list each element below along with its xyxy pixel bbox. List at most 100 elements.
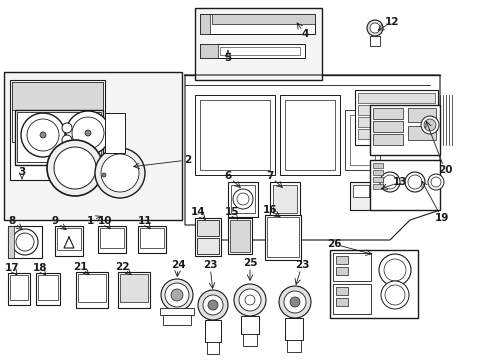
Bar [230, 185, 254, 213]
Bar [38, 275, 58, 300]
Bar [200, 14, 209, 34]
Bar [372, 121, 402, 132]
Circle shape [234, 284, 265, 316]
Bar [369, 105, 439, 155]
Bar [372, 177, 382, 182]
Bar [200, 100, 269, 170]
Circle shape [384, 285, 404, 305]
Bar [105, 113, 125, 153]
Bar [345, 110, 379, 170]
Bar [12, 82, 103, 110]
Bar [55, 226, 83, 256]
Bar [140, 228, 163, 248]
Bar [195, 95, 274, 175]
Text: 21: 21 [73, 262, 87, 272]
Bar [407, 108, 435, 122]
Text: 2: 2 [184, 155, 191, 165]
Bar [372, 108, 402, 119]
Text: 3: 3 [19, 167, 25, 177]
Bar [15, 110, 103, 165]
Bar [229, 220, 249, 252]
Bar [357, 93, 434, 103]
Bar [76, 272, 108, 308]
Bar [264, 215, 301, 260]
Text: 13: 13 [392, 177, 407, 187]
Text: 10: 10 [98, 216, 112, 226]
Bar [357, 129, 434, 139]
Circle shape [207, 300, 218, 310]
Bar [10, 80, 105, 180]
Circle shape [379, 172, 399, 192]
Circle shape [16, 233, 34, 251]
Text: 8: 8 [8, 216, 16, 226]
Bar [8, 226, 42, 258]
Bar [280, 95, 339, 175]
Bar [163, 315, 191, 325]
Circle shape [171, 289, 183, 301]
Bar [354, 90, 437, 145]
Bar [335, 298, 347, 306]
Bar [220, 47, 299, 55]
Bar [4, 72, 182, 220]
Bar [241, 316, 259, 334]
Bar [269, 182, 299, 217]
Bar [243, 334, 257, 346]
Bar [329, 250, 417, 318]
Bar [200, 44, 305, 58]
Circle shape [85, 130, 91, 136]
Bar [197, 220, 219, 236]
Text: 19: 19 [434, 213, 448, 223]
Circle shape [430, 177, 440, 187]
Bar [352, 185, 368, 197]
Circle shape [62, 123, 72, 133]
Bar [272, 185, 296, 213]
Bar [8, 226, 14, 258]
Circle shape [101, 154, 139, 192]
Bar [204, 320, 221, 342]
Circle shape [284, 291, 305, 313]
Circle shape [369, 23, 379, 33]
Bar [100, 228, 124, 248]
Circle shape [164, 283, 189, 307]
Circle shape [198, 290, 227, 320]
Bar [10, 275, 28, 300]
Bar [266, 217, 298, 257]
Bar [160, 308, 194, 315]
Bar [212, 14, 314, 24]
Circle shape [407, 175, 421, 189]
Circle shape [380, 281, 408, 309]
Circle shape [62, 135, 72, 145]
Circle shape [47, 140, 103, 196]
Bar [195, 8, 321, 80]
Circle shape [423, 119, 435, 131]
Bar [349, 115, 374, 165]
Circle shape [383, 259, 405, 281]
Bar [206, 342, 219, 354]
Text: 11: 11 [138, 216, 152, 226]
Bar [357, 117, 434, 127]
Bar [335, 256, 347, 264]
Circle shape [378, 254, 410, 286]
Bar [120, 274, 148, 302]
Bar [285, 318, 303, 340]
Bar [332, 253, 370, 281]
Circle shape [279, 286, 310, 318]
Bar [372, 134, 402, 145]
Bar [372, 184, 382, 189]
Circle shape [239, 289, 261, 311]
Bar [17, 112, 101, 162]
Circle shape [72, 117, 104, 149]
Text: 1: 1 [86, 216, 93, 226]
Bar [227, 182, 258, 217]
Bar [286, 340, 301, 352]
Bar [335, 287, 347, 295]
Circle shape [427, 174, 443, 190]
Circle shape [237, 193, 248, 205]
Text: 7: 7 [266, 171, 273, 181]
Circle shape [289, 297, 299, 307]
Bar [200, 44, 218, 58]
Text: 9: 9 [51, 216, 59, 226]
Circle shape [404, 172, 424, 192]
Text: 26: 26 [326, 239, 341, 249]
Text: 22: 22 [115, 262, 129, 272]
